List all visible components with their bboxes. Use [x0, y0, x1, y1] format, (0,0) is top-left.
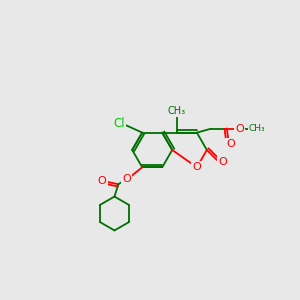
Text: O: O	[193, 162, 201, 172]
Text: O: O	[122, 174, 131, 184]
Text: Cl: Cl	[113, 117, 125, 130]
Text: O: O	[98, 176, 106, 186]
Text: O: O	[226, 139, 235, 149]
Text: CH₃: CH₃	[168, 106, 186, 116]
Text: O: O	[236, 124, 244, 134]
Text: O: O	[218, 157, 226, 166]
Text: CH₃: CH₃	[249, 124, 265, 133]
